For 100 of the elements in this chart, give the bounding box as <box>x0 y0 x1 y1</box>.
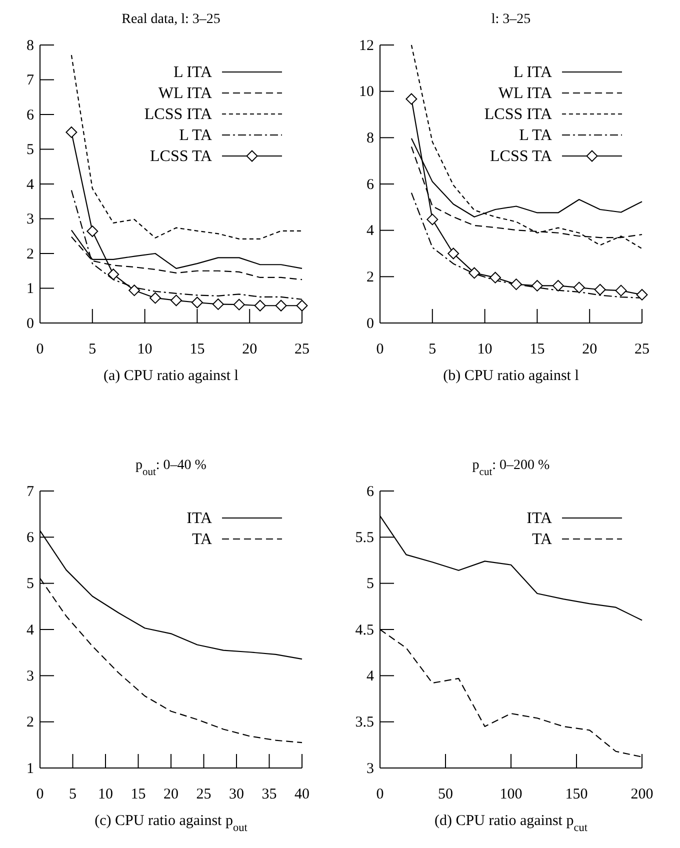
y-tick-label: 7 <box>26 484 34 500</box>
legend-label: WL ITA <box>158 85 212 102</box>
y-tick-label: 7 <box>26 72 34 89</box>
point <box>426 214 438 226</box>
x-tick-label: 5 <box>428 342 436 358</box>
legend-label: LCSS TA <box>150 148 212 165</box>
point <box>170 294 182 306</box>
x-tick-label: 50 <box>438 786 453 803</box>
point <box>490 272 502 284</box>
x-tick-label: 10 <box>98 786 113 803</box>
x-tick-label: 15 <box>530 342 545 358</box>
legend-label: LCSS ITA <box>484 106 552 123</box>
legend-label: WL ITA <box>498 85 552 102</box>
y-tick-label: 3 <box>366 760 374 777</box>
x-tick-label: 150 <box>565 786 588 803</box>
y-tick-label: 4 <box>26 176 34 193</box>
point <box>275 300 287 312</box>
point <box>191 296 203 308</box>
y-tick-label: 2 <box>26 246 34 262</box>
point <box>552 280 564 292</box>
y-tick-label: 8 <box>26 38 34 54</box>
chart-title: Real data, l: 3–25 <box>122 12 220 27</box>
point <box>594 284 606 296</box>
legend-label: L ITA <box>513 64 552 81</box>
x-axis-title: (d) CPU ratio against p$_{cut}$ <box>434 813 588 834</box>
point <box>296 300 308 312</box>
line-series <box>410 44 643 250</box>
x-tick-label: 25 <box>294 342 310 358</box>
y-tick-label: 4.5 <box>355 622 374 638</box>
y-tick-label: 6 <box>26 107 34 124</box>
legend-label: L TA <box>179 127 212 144</box>
x-axis-title: (a) CPU ratio against l <box>104 368 238 384</box>
y-tick-label: 2 <box>26 714 34 731</box>
y-tick-label: 8 <box>366 130 374 146</box>
point <box>233 298 245 310</box>
x-tick-label: 5 <box>88 342 96 358</box>
point <box>128 284 140 296</box>
point <box>636 288 648 300</box>
x-tick-label: 25 <box>196 786 212 803</box>
x-tick-label: 20 <box>242 342 258 358</box>
line-series <box>70 54 303 240</box>
chart-title: p$_{cut}$: 0–200 % <box>472 458 550 478</box>
y-tick-label: 5.5 <box>355 530 374 546</box>
point <box>108 268 120 280</box>
y-tick-label: 6 <box>366 176 374 193</box>
x-tick-label: 200 <box>630 786 654 803</box>
y-tick-label: 4 <box>366 223 374 240</box>
y-tick-label: 6 <box>366 484 374 500</box>
point <box>510 278 522 290</box>
point <box>86 226 98 237</box>
y-tick-label: 4 <box>366 668 374 684</box>
y-tick-label: 3.5 <box>355 714 374 731</box>
x-tick-label: 15 <box>130 786 146 803</box>
legend-label: LCSS ITA <box>144 106 212 123</box>
point <box>406 93 418 105</box>
y-tick-label: 12 <box>359 38 374 54</box>
point <box>150 292 162 304</box>
legend-label: TA <box>192 531 212 548</box>
chart-title: l: 3–25 <box>491 12 531 27</box>
y-tick-label: 10 <box>359 84 374 100</box>
x-tick-label: 15 <box>190 342 205 358</box>
y-tick-label: 5 <box>26 142 34 158</box>
chart-title: p$_{out}$: 0–40 % <box>136 458 207 478</box>
legend-label: ITA <box>526 510 552 527</box>
point <box>531 280 543 292</box>
x-axis-title: (c) CPU ratio against p$_{out}$ <box>94 813 248 834</box>
x-tick-label: 20 <box>582 342 598 358</box>
point <box>448 248 460 260</box>
y-tick-label: 5 <box>366 576 374 592</box>
y-tick-label: 0 <box>26 316 34 332</box>
y-tick-label: 3 <box>26 668 34 684</box>
y-tick-label: 6 <box>26 530 34 546</box>
legend-label: L TA <box>519 127 552 144</box>
y-tick-label: 1 <box>26 760 34 777</box>
legend-label: LCSS TA <box>490 148 552 165</box>
x-tick-label: 40 <box>294 786 310 803</box>
point <box>254 300 266 312</box>
legend-label: L ITA <box>173 64 212 81</box>
x-axis-title: (b) CPU ratio against l <box>443 368 579 384</box>
x-tick-label: 20 <box>164 786 178 803</box>
y-tick-label: 1 <box>26 281 34 298</box>
point <box>573 282 585 294</box>
point <box>615 284 627 296</box>
x-tick-label: 5 <box>69 786 76 803</box>
y-tick-label: 3 <box>26 212 34 228</box>
point <box>66 126 78 138</box>
point <box>212 298 224 310</box>
y-tick-label: 4 <box>26 622 34 638</box>
x-tick-label: 100 <box>500 786 522 803</box>
point <box>468 267 480 279</box>
x-tick-label: 10 <box>137 342 152 358</box>
legend-label: TA <box>532 531 552 548</box>
x-tick-label: 10 <box>477 342 492 358</box>
x-tick-label: 25 <box>634 342 650 358</box>
legend-label: ITA <box>186 510 212 527</box>
y-tick-label: 5 <box>26 576 34 592</box>
y-tick-label: 0 <box>366 316 374 332</box>
x-tick-label: 30 <box>229 786 244 803</box>
y-tick-label: 2 <box>366 269 374 286</box>
x-tick-label: 35 <box>262 786 277 803</box>
